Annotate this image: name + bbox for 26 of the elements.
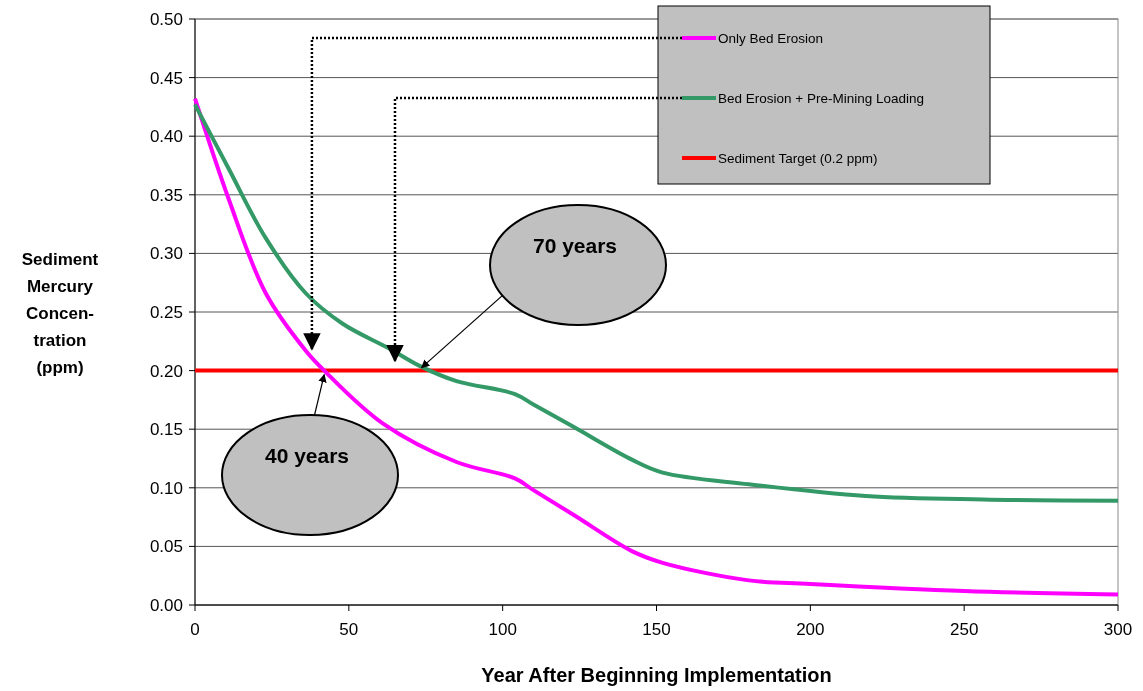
x-tick-label: 250 [949,620,979,639]
y-tick-label: 0.45 [149,68,183,88]
x-tick-label: 200 [796,620,825,639]
x-axis-title: Year After Beginning Implementation [481,664,832,686]
y-tick-label: 0.05 [149,537,183,557]
y-axis-title: Sediment Mercury Concen- tration (ppm) [21,250,99,377]
y-tick-label: 0.00 [149,595,183,615]
y-tick-label: 0.30 [149,244,183,264]
x-tick-label: 150 [642,620,671,639]
y-tick-label: 0.40 [149,127,183,147]
annotation: 70 years [532,234,618,257]
x-tick-label: 100 [488,620,517,639]
x-tick-label: 50 [339,620,359,639]
y-tick-label: 0.50 [149,9,183,29]
y-tick-label: 0.15 [149,420,183,440]
y-tick-label: 0.25 [149,302,183,322]
line-series [193,96,1120,597]
x-tick-label: 300 [1103,620,1133,639]
y-tick-label: 0.10 [149,478,183,498]
legend-label: Sediment Target (0.2 ppm) [718,150,878,166]
legend-label: Only Bed Erosion [718,30,824,46]
x-tick-label: 0 [190,620,200,639]
y-tick-label: 0.20 [149,361,183,381]
legend-label: Bed Erosion + Pre-Mining Loading [718,90,925,106]
annotation: 40 years [264,444,350,467]
y-tick-label: 0.35 [149,185,183,205]
